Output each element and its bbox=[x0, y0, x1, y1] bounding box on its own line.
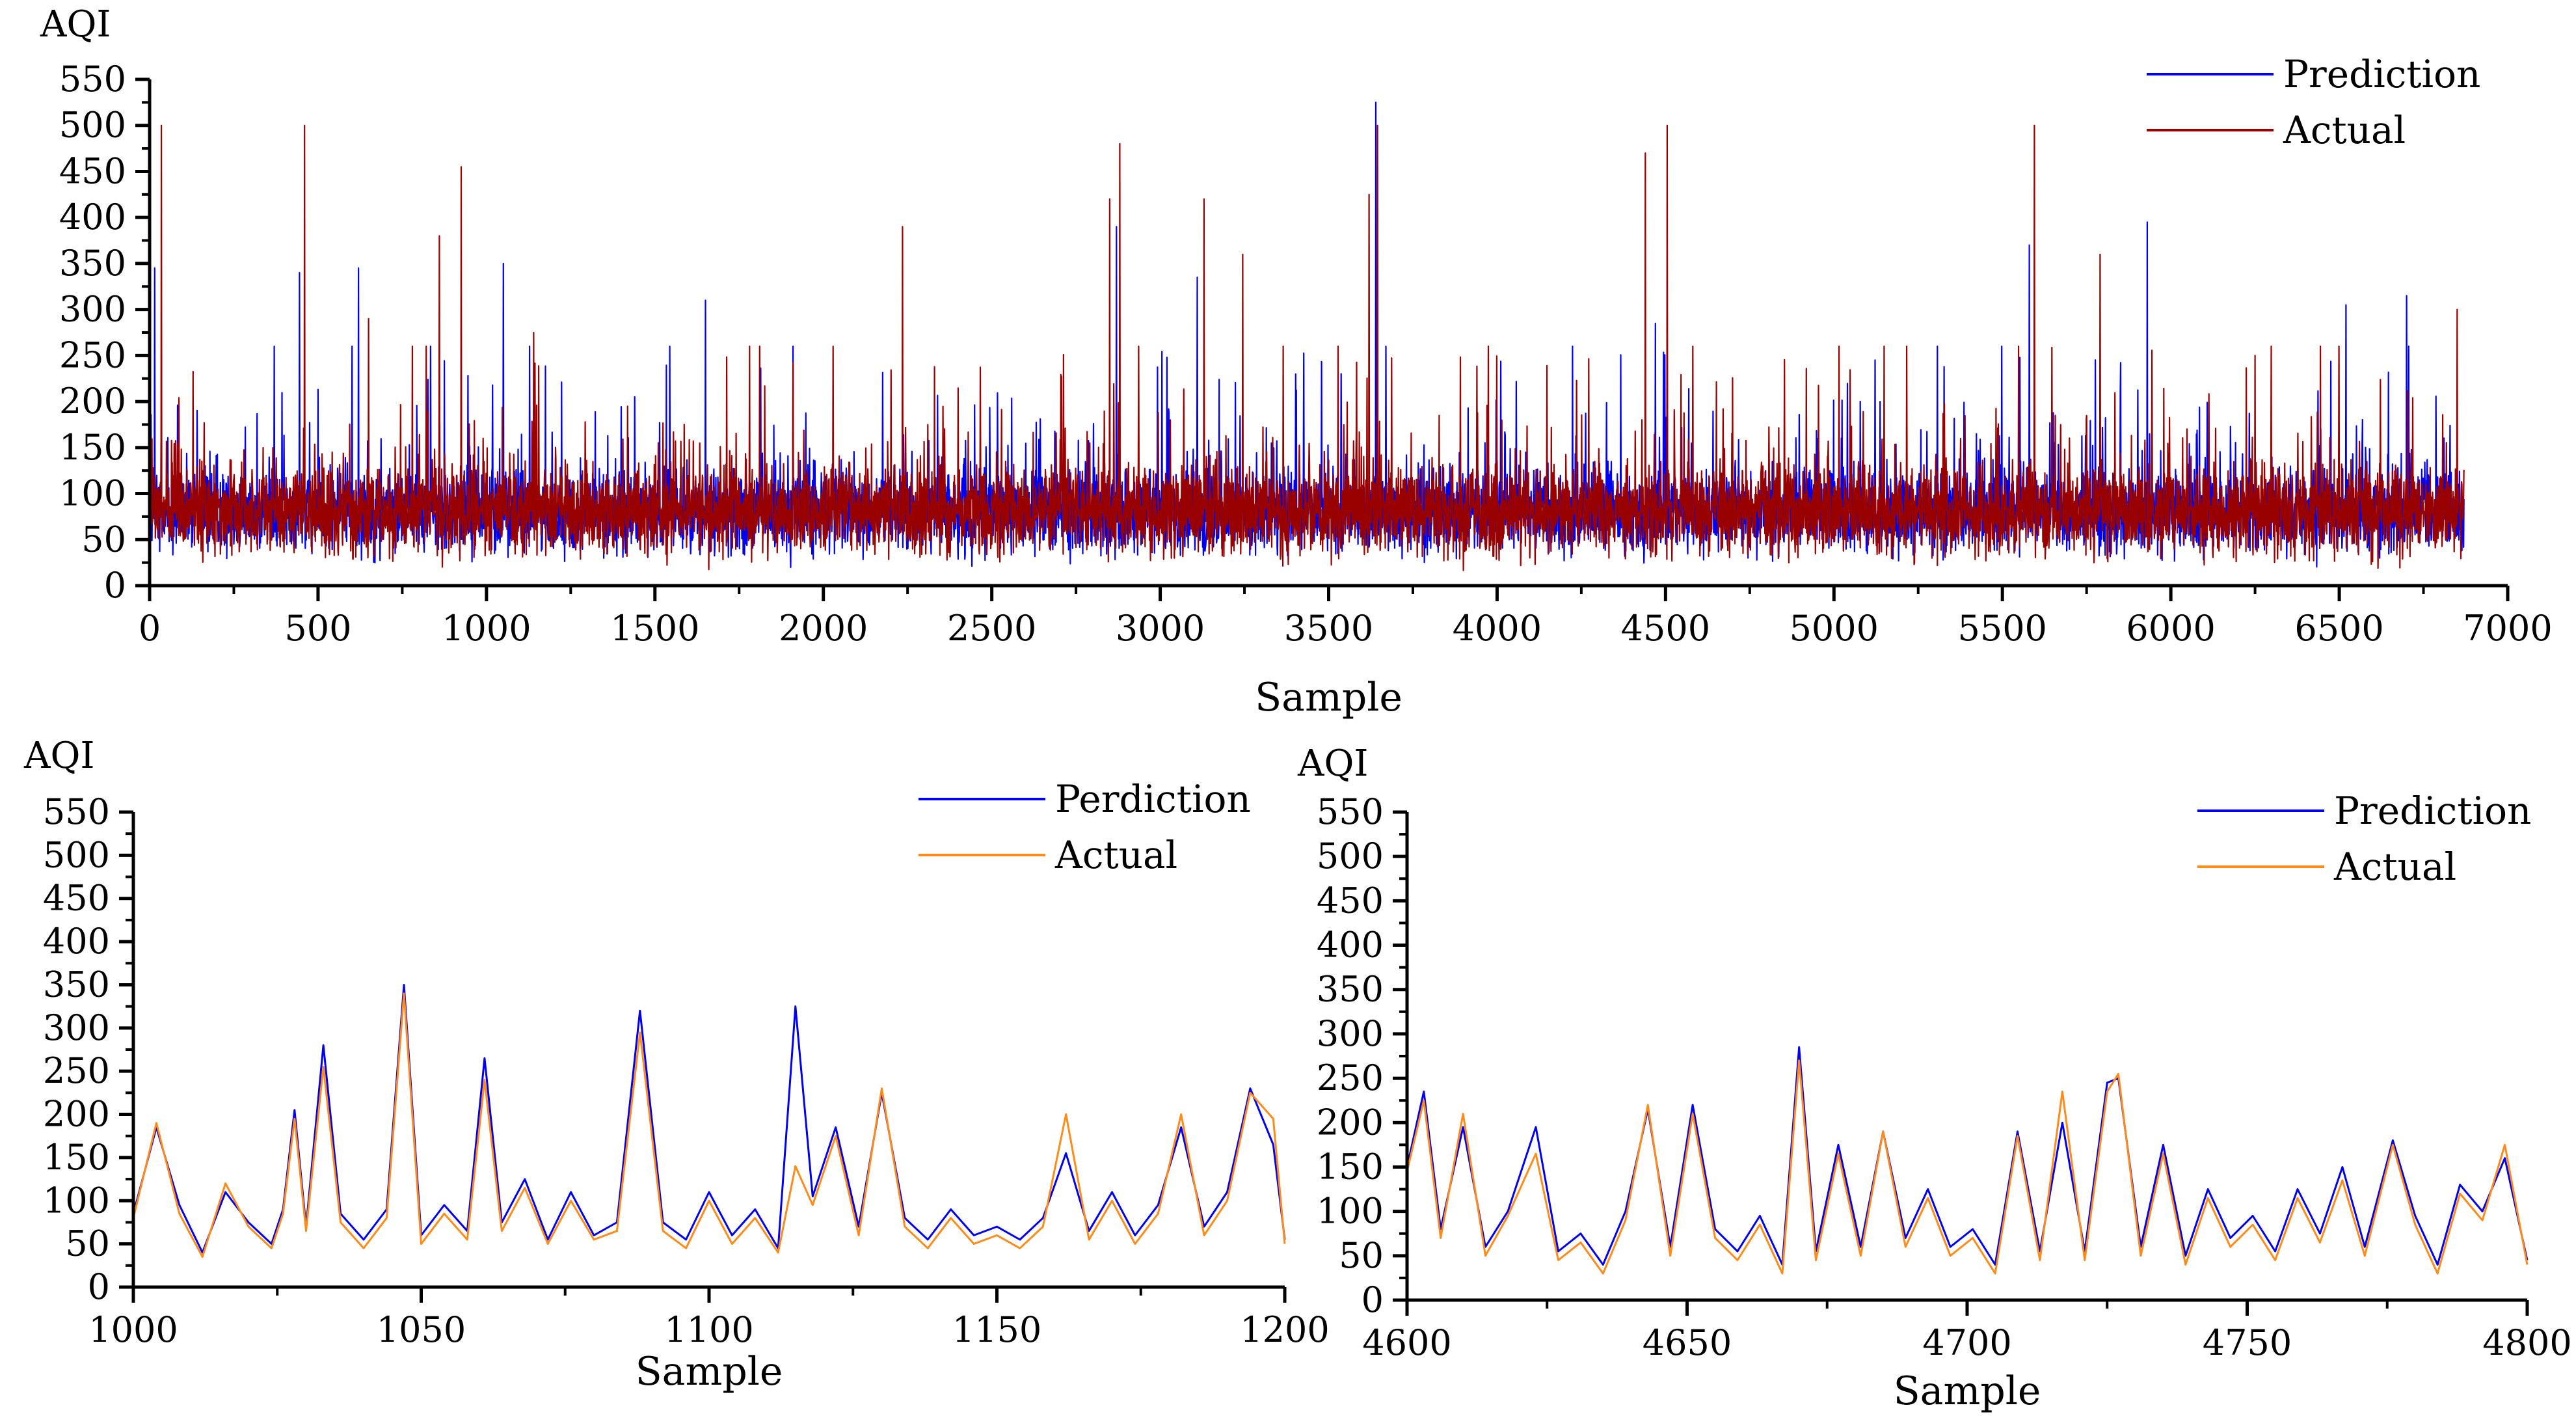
y-tick-label: 100 bbox=[43, 1180, 110, 1221]
legend: Prediction Actual bbox=[2147, 52, 2480, 152]
y-tick-label: 0 bbox=[1362, 1279, 1384, 1320]
x-tick-label: 500 bbox=[284, 608, 351, 649]
x-tick-label: 6000 bbox=[2126, 608, 2215, 649]
x-tick-label: 1000 bbox=[442, 608, 531, 649]
legend-label-prediction: Prediction bbox=[2283, 52, 2480, 96]
x-tick-label: 5000 bbox=[1790, 608, 1879, 649]
y-tick-label: 50 bbox=[65, 1223, 110, 1264]
y-tick-label: 400 bbox=[59, 197, 126, 238]
series-line-actual bbox=[1406, 1059, 2529, 1275]
x-axis-label: Sample bbox=[1255, 675, 1402, 720]
y-tick-label: 200 bbox=[43, 1094, 110, 1135]
y-tick-label: 500 bbox=[43, 834, 110, 875]
x-tick-label: 4600 bbox=[1362, 1322, 1451, 1363]
legend: Prediction Actual bbox=[2197, 789, 2531, 889]
x-tick-label: 4000 bbox=[1453, 608, 1542, 649]
series-line-actual bbox=[132, 992, 1286, 1258]
y-tick-label: 450 bbox=[43, 878, 110, 919]
y-tick-label: 300 bbox=[59, 289, 126, 330]
legend-label-actual: Actual bbox=[1054, 833, 1177, 877]
series-line-perdiction bbox=[132, 984, 1286, 1254]
y-axis-label: AQI bbox=[40, 3, 111, 46]
y-tick-label: 50 bbox=[1339, 1235, 1384, 1276]
legend-label-prediction: Prediction bbox=[2334, 789, 2531, 833]
y-tick-label: 550 bbox=[43, 791, 110, 832]
plot-area bbox=[132, 984, 1286, 1258]
y-tick-label: 0 bbox=[104, 565, 126, 606]
x-tick-label: 4700 bbox=[1922, 1322, 2011, 1363]
y-tick-label: 150 bbox=[59, 427, 126, 468]
series-line-prediction bbox=[1406, 1046, 2529, 1266]
x-tick-label: 1050 bbox=[377, 1309, 466, 1350]
x-tick-label: 2500 bbox=[947, 608, 1036, 649]
y-tick-label: 250 bbox=[43, 1050, 110, 1091]
y-tick-label: 300 bbox=[43, 1007, 110, 1048]
x-tick-label: 5500 bbox=[1957, 608, 2046, 649]
y-tick-label: 550 bbox=[1317, 791, 1384, 832]
plot-area bbox=[148, 102, 2465, 571]
x-tick-label: 2000 bbox=[779, 608, 868, 649]
x-tick-label: 1100 bbox=[664, 1309, 753, 1350]
y-tick-label: 50 bbox=[81, 519, 126, 560]
series-line-actual bbox=[148, 124, 2465, 571]
x-tick-label: 1200 bbox=[1240, 1309, 1329, 1350]
x-axis-label: Sample bbox=[636, 1349, 783, 1394]
y-tick-label: 200 bbox=[1317, 1102, 1384, 1143]
y-tick-label: 500 bbox=[59, 105, 126, 146]
x-tick-label: 0 bbox=[139, 608, 161, 649]
legend-label-actual: Actual bbox=[2333, 845, 2456, 889]
y-tick-label: 350 bbox=[43, 964, 110, 1005]
y-tick-label: 400 bbox=[43, 921, 110, 962]
x-tick-label: 4800 bbox=[2482, 1322, 2571, 1363]
y-axis-label: AQI bbox=[1297, 742, 1368, 785]
y-tick-label: 300 bbox=[1317, 1013, 1384, 1054]
x-tick-label: 3500 bbox=[1284, 608, 1373, 649]
y-tick-label: 150 bbox=[43, 1137, 110, 1178]
y-tick-label: 500 bbox=[1317, 836, 1384, 877]
y-tick-label: 250 bbox=[1317, 1057, 1384, 1098]
x-tick-label: 1000 bbox=[88, 1309, 178, 1350]
x-tick-label: 1150 bbox=[952, 1309, 1041, 1350]
y-tick-label: 450 bbox=[59, 150, 126, 191]
y-tick-label: 250 bbox=[59, 334, 126, 375]
x-tick-label: 7000 bbox=[2463, 608, 2552, 649]
y-tick-label: 350 bbox=[1317, 969, 1384, 1010]
x-tick-label: 6500 bbox=[2294, 608, 2383, 649]
y-tick-label: 550 bbox=[59, 59, 126, 100]
y-tick-label: 100 bbox=[1317, 1191, 1384, 1232]
y-tick-label: 450 bbox=[1317, 880, 1384, 921]
x-tick-label: 4750 bbox=[2203, 1322, 2292, 1363]
y-tick-label: 400 bbox=[1317, 925, 1384, 966]
plot-area bbox=[1406, 1046, 2529, 1275]
x-tick-label: 3000 bbox=[1116, 608, 1205, 649]
x-tick-label: 1500 bbox=[610, 608, 699, 649]
legend: Perdiction Actual bbox=[919, 777, 1251, 877]
y-tick-label: 200 bbox=[59, 381, 126, 422]
y-axis-label: AQI bbox=[23, 735, 94, 777]
y-tick-label: 150 bbox=[1317, 1146, 1384, 1187]
legend-label-perdiction: Perdiction bbox=[1055, 777, 1251, 821]
x-axis-label: Sample bbox=[1894, 1368, 2041, 1414]
x-tick-label: 4650 bbox=[1643, 1322, 1732, 1363]
y-tick-label: 350 bbox=[59, 243, 126, 284]
x-tick-label: 4500 bbox=[1621, 608, 1710, 649]
legend-label-actual: Actual bbox=[2283, 108, 2406, 152]
y-tick-label: 0 bbox=[88, 1266, 110, 1307]
y-tick-label: 100 bbox=[59, 473, 126, 514]
